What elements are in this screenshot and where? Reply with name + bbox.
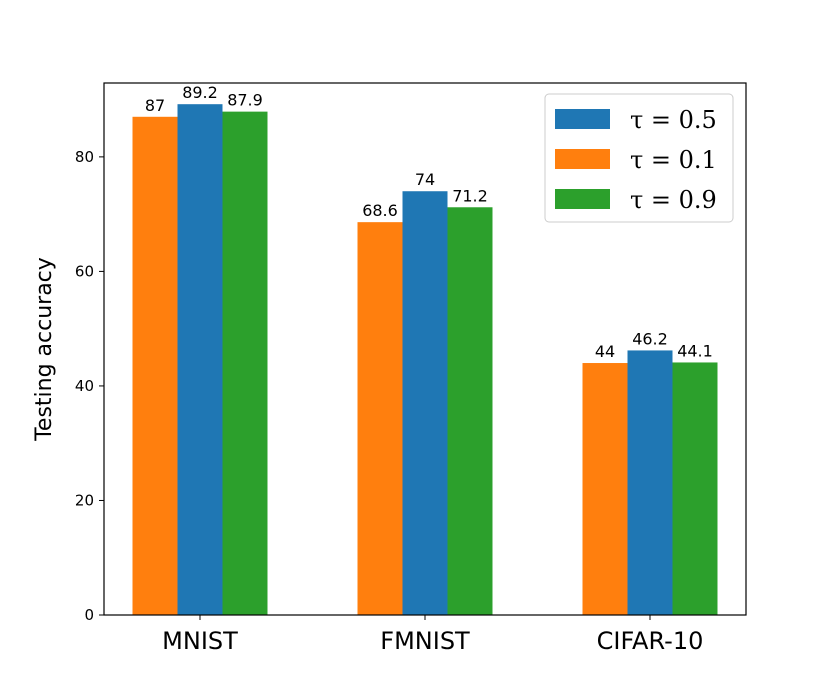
legend-entry-label: τ = 0.9 [630,186,717,214]
bar-cifar-10-series-0 [582,363,628,615]
bar-fmnist-series-0 [357,222,403,615]
bars-group [132,104,718,616]
y-axis-ticks: 0 20 40 60 80 [75,148,104,624]
bar-mnist-series-0 [132,116,178,615]
x-tick-label: FMNIST [380,627,470,655]
legend-swatch [555,189,610,209]
plot-frame [103,82,747,616]
legend-entry-label: τ = 0.5 [630,106,717,134]
data-label: 74 [415,170,435,189]
x-tick-label: MNIST [162,627,238,655]
data-label: 46.2 [632,329,668,348]
bar-mnist-series-1 [177,104,223,615]
legend-swatch [555,109,610,129]
legend: τ = 0.5 τ = 0.1 τ = 0.9 [544,93,734,223]
y-tick-label: 80 [75,148,94,166]
data-label: 44 [595,342,615,361]
y-axis-label: Testing accuracy [32,257,57,442]
y-tick-label: 40 [75,377,94,395]
bar-cifar-10-series-1 [627,350,673,615]
data-label: 87.9 [227,91,263,110]
data-label: 44.1 [677,341,713,360]
bar-mnist-series-2 [222,111,268,615]
y-tick-label: 20 [75,491,94,509]
data-label: 68.6 [362,201,398,220]
bar-fmnist-series-1 [402,191,448,616]
data-label: 71.2 [452,186,488,205]
bar-fmnist-series-2 [447,207,493,615]
bar-cifar-10-series-2 [672,362,718,615]
x-axis-ticks: MNIST FMNIST CIFAR-10 [162,615,703,655]
data-label: 87 [145,96,165,115]
x-tick-label: CIFAR-10 [597,627,704,655]
y-tick-label: 0 [84,606,94,624]
legend-entry-label: τ = 0.1 [630,146,717,174]
y-tick-label: 60 [75,262,94,280]
data-label: 89.2 [182,83,218,102]
legend-swatch [555,149,610,169]
data-labels-group: 87 89.2 87.9 68.6 74 71.2 44 46.2 44.1 [145,83,713,361]
